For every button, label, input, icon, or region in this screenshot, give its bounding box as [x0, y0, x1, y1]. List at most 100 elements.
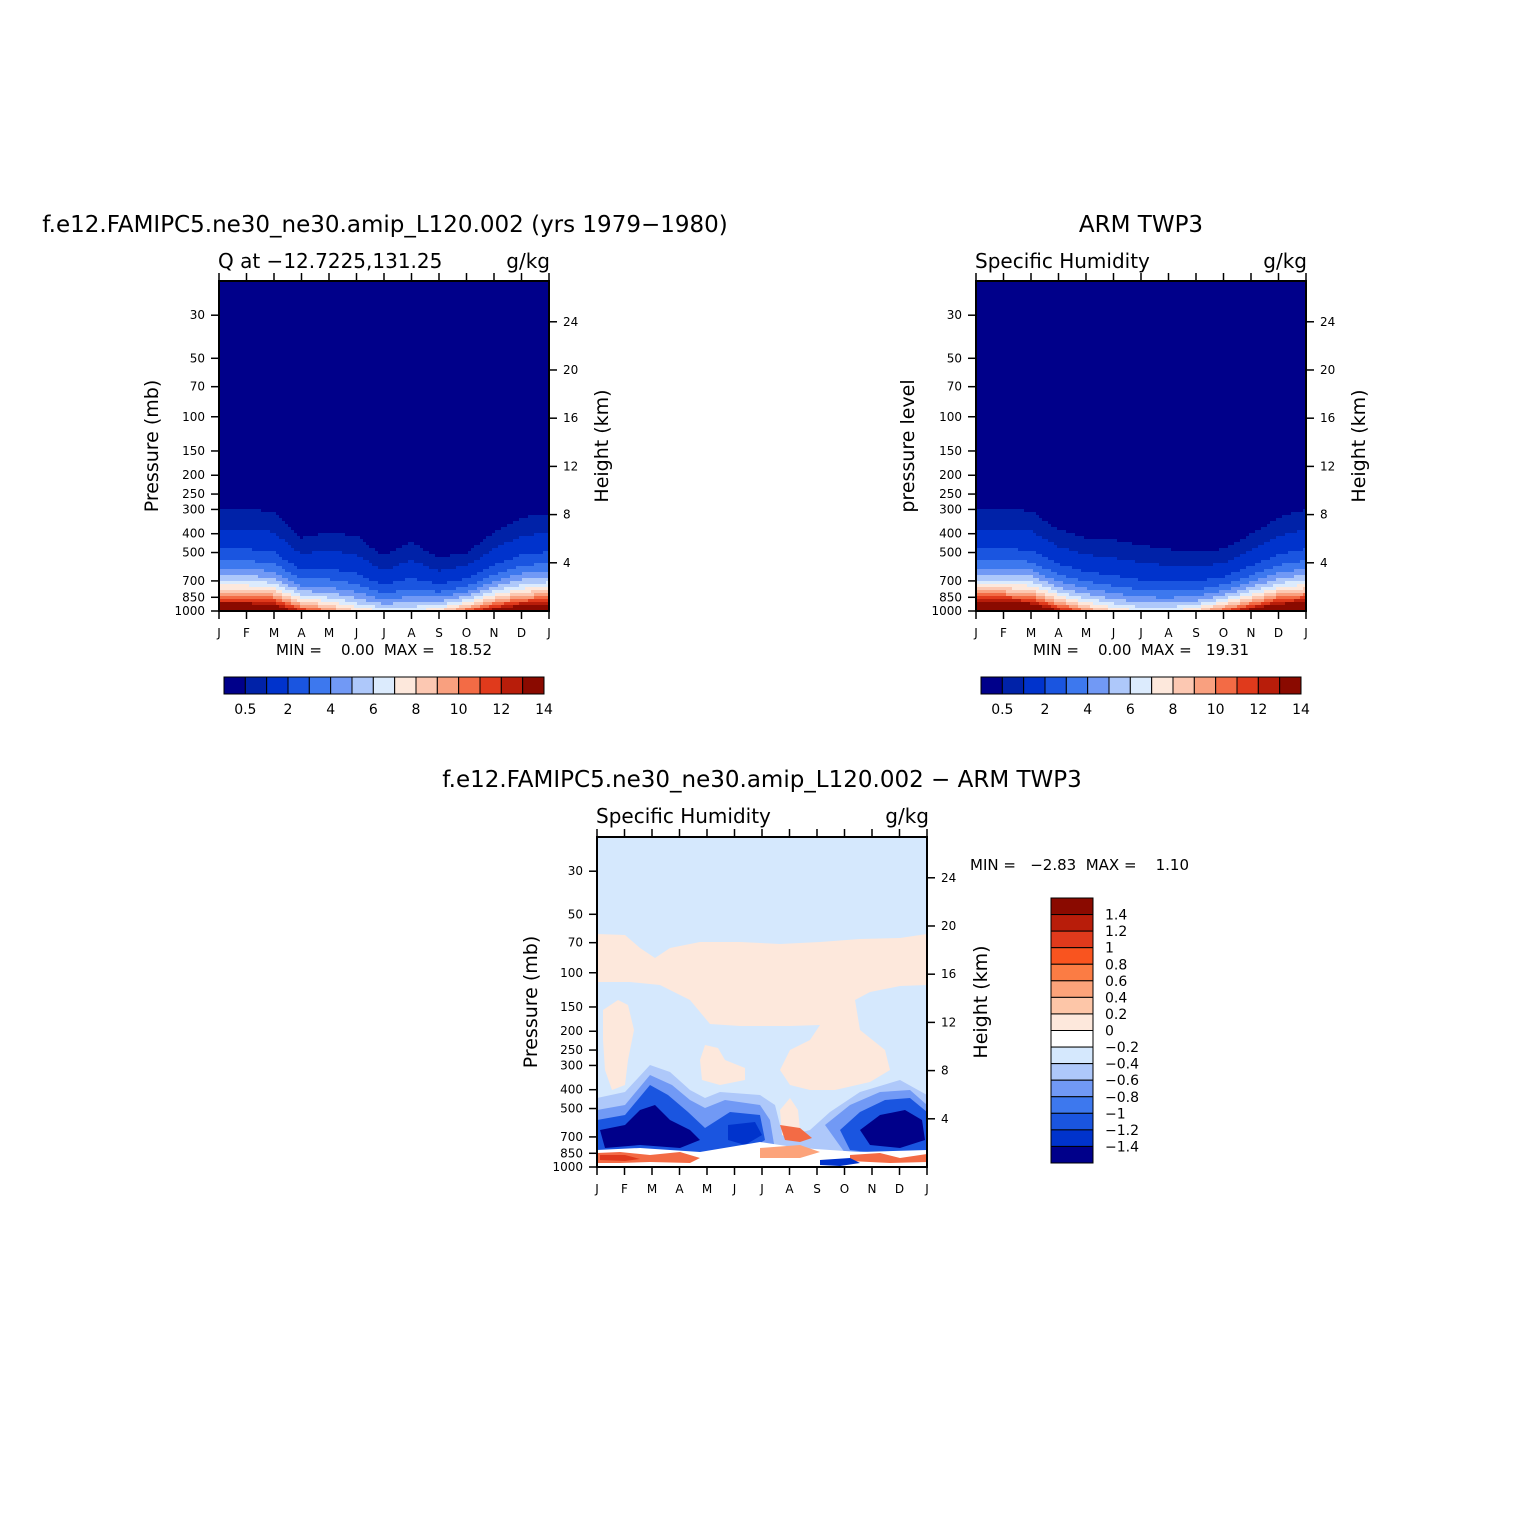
field-cell [297, 305, 301, 309]
field-cell [240, 497, 244, 501]
field-cell [276, 410, 280, 414]
field-cell [273, 413, 277, 417]
field-cell [219, 518, 223, 522]
field-cell [225, 434, 229, 438]
field-cell [288, 392, 292, 396]
field-cell [291, 344, 295, 348]
field-cell [252, 524, 256, 528]
field-cell [270, 443, 274, 447]
field-cell [252, 359, 256, 363]
field-cell [309, 299, 313, 303]
field-cell [228, 356, 232, 360]
field-cell [306, 317, 310, 321]
field-cell [219, 401, 223, 405]
field-cell [312, 434, 316, 438]
field-cell [297, 425, 301, 429]
field-cell [258, 365, 262, 369]
field-cell [231, 554, 235, 558]
field-cell [321, 569, 325, 573]
field-cell [291, 476, 295, 480]
field-cell [219, 560, 223, 564]
field-cell [282, 557, 286, 561]
field-cell [279, 605, 283, 609]
field-cell [234, 479, 238, 483]
field-cell [288, 491, 292, 495]
field-cell [297, 545, 301, 549]
field-cell [264, 515, 268, 519]
field-cell [297, 332, 301, 336]
field-cell [276, 386, 280, 390]
field-cell [297, 365, 301, 369]
field-cell [270, 491, 274, 495]
field-cell [300, 383, 304, 387]
field-cell [231, 383, 235, 387]
field-cell [222, 302, 226, 306]
field-cell [285, 551, 289, 555]
field-cell [261, 353, 265, 357]
field-cell [255, 383, 259, 387]
field-cell [324, 404, 328, 408]
field-cell [234, 443, 238, 447]
field-cell [297, 302, 301, 306]
field-cell [294, 515, 298, 519]
field-cell [264, 392, 268, 396]
field-cell [285, 533, 289, 537]
field-cell [234, 599, 238, 603]
field-cell [258, 323, 262, 327]
field-cell [243, 512, 247, 516]
field-cell [321, 590, 325, 594]
field-cell [288, 488, 292, 492]
field-cell [309, 581, 313, 585]
field-cell [288, 476, 292, 480]
field-cell [243, 515, 247, 519]
field-cell [315, 350, 319, 354]
field-cell [291, 443, 295, 447]
field-cell [240, 350, 244, 354]
field-cell [228, 461, 232, 465]
field-cell [240, 329, 244, 333]
field-cell [222, 380, 226, 384]
field-cell [309, 458, 313, 462]
field-cell [258, 338, 262, 342]
field-cell [222, 485, 226, 489]
field-cell [309, 347, 313, 351]
field-cell [318, 368, 322, 372]
field-cell [300, 590, 304, 594]
field-cell [222, 383, 226, 387]
field-cell [234, 284, 238, 288]
field-cell [222, 572, 226, 576]
field-cell [261, 539, 265, 543]
field-cell [306, 512, 310, 516]
field-cell [264, 554, 268, 558]
field-cell [309, 293, 313, 297]
field-cell [264, 350, 268, 354]
field-cell [270, 287, 274, 291]
field-cell [264, 398, 268, 402]
field-cell [258, 419, 262, 423]
field-cell [300, 365, 304, 369]
field-cell [279, 281, 283, 285]
field-cell [270, 446, 274, 450]
field-cell [246, 584, 250, 588]
field-cell [228, 473, 232, 477]
field-cell [285, 581, 289, 585]
field-cell [252, 455, 256, 459]
field-cell [288, 386, 292, 390]
field-cell [279, 497, 283, 501]
field-cell [285, 491, 289, 495]
field-cell [237, 332, 241, 336]
field-cell [240, 281, 244, 285]
field-cell [282, 296, 286, 300]
field-cell [288, 548, 292, 552]
field-cell [315, 410, 319, 414]
field-cell [285, 500, 289, 504]
field-cell [243, 434, 247, 438]
field-cell [279, 551, 283, 555]
field-cell [267, 305, 271, 309]
field-cell [219, 362, 223, 366]
field-cell [303, 479, 307, 483]
field-cell [240, 356, 244, 360]
field-cell [321, 413, 325, 417]
field-cell [243, 359, 247, 363]
field-cell [231, 428, 235, 432]
